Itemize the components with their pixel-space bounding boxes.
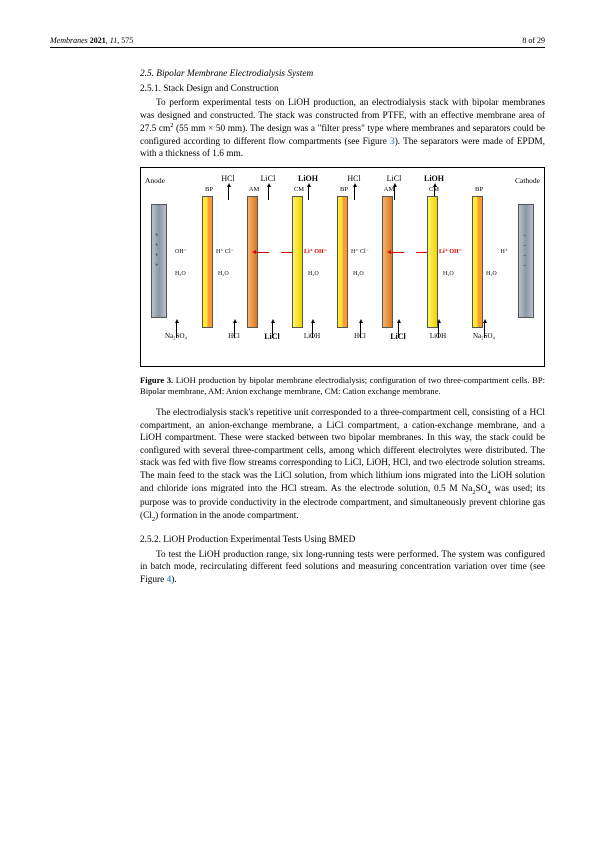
membrane-am [247,196,258,328]
cathode-electrode: −−−− [518,204,534,318]
section-2-5-2-title: 2.5.2. LiOH Production Experimental Test… [140,534,545,547]
in-arrow-icon [398,322,399,338]
figure-3-stack: ++++ OH⁻ H₂O BP H⁺ Cl⁻ H₂O AM CM [147,196,538,326]
section-2-5-1-title: 2.5.1. Stack Design and Construction [140,83,545,96]
running-header: Membranes 2021, 11, 575 8 of 29 [50,36,545,48]
membrane-cm [427,196,438,328]
membrane-bp [337,196,348,328]
membrane-bp [472,196,483,328]
in-arrow-icon [438,322,439,338]
main-column: 2.5. Bipolar Membrane Electrodialysis Sy… [140,68,545,587]
journal-art: 575 [121,36,133,45]
in-arrow-icon [176,322,177,338]
membrane-cm [292,196,303,328]
figure-3-caption: Figure 3. LiOH production by bipolar mem… [140,375,545,397]
para-bmed-tests: To test the LiOH production range, six l… [140,549,545,587]
in-arrow-icon [484,322,485,338]
anode-electrode: ++++ [151,204,167,318]
section-2-5-title: 2.5. Bipolar Membrane Electrodialysis Sy… [140,68,545,81]
in-arrow-icon [312,322,313,338]
ion-flow-arrow-icon [390,252,404,253]
journal-vol: 11 [110,36,117,45]
journal-name: Membranes [50,36,88,45]
in-arrow-icon [360,322,361,338]
figure-3-bottom-labels: Na₂SO₄ HCl LiCl LiOH HCl LiCl LiOH Na₂SO… [147,332,538,354]
page-number: 8 of 29 [522,36,545,45]
in-arrow-icon [234,322,235,338]
para-stack-design: To perform experimental tests on LiOH pr… [140,97,545,161]
para-repetitive-unit: The electrodialysis stack's repetitive u… [140,407,545,524]
ion-flow-arrow-icon [255,252,269,253]
membrane-bp [202,196,213,328]
figure-3: Anode Cathode HCl LiCl LiOH HCl LiCl LiO… [140,167,545,367]
in-arrow-icon [272,322,273,338]
membrane-am [382,196,393,328]
journal-ref: Membranes 2021, 11, 575 [50,36,133,45]
journal-year: 2021 [90,36,106,45]
